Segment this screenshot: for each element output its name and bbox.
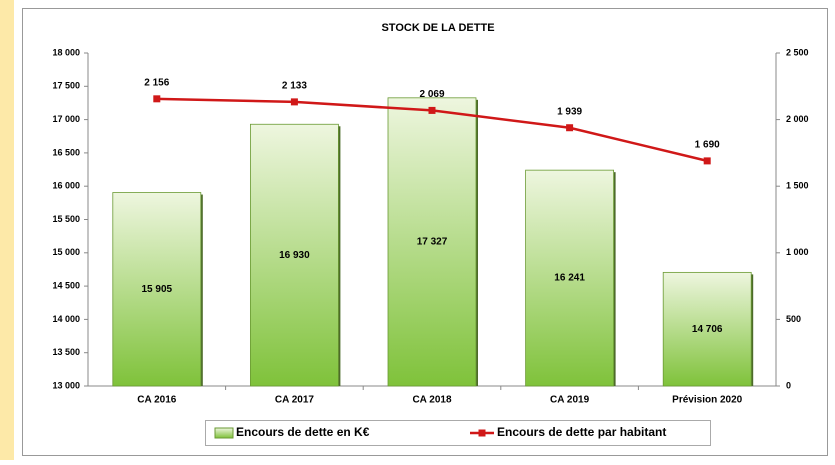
x-tick-label: Prévision 2020 <box>672 395 742 406</box>
line-marker <box>290 98 298 106</box>
legend-label: Encours de dette par habitant <box>497 425 666 439</box>
legend-marker <box>478 429 486 437</box>
y2-tick-label: 2 000 <box>786 114 809 124</box>
line-marker <box>153 95 161 103</box>
bar-value-label: 17 327 <box>417 237 448 248</box>
y2-tick-label: 1 000 <box>786 247 809 257</box>
y-tick-label: 17 500 <box>52 81 80 91</box>
y-tick-label: 17 000 <box>52 114 80 124</box>
bar-value-label: 14 706 <box>692 324 723 335</box>
y-tick-label: 15 500 <box>52 214 80 224</box>
line-marker <box>566 124 574 132</box>
bar-value-label: 16 930 <box>279 250 310 261</box>
y-tick-label: 16 500 <box>52 147 80 157</box>
line-value-label: 2 069 <box>419 89 444 100</box>
line-value-label: 2 156 <box>144 77 169 88</box>
y-tick-label: 18 000 <box>52 47 80 57</box>
legend-label: Encours de dette en K€ <box>236 425 370 439</box>
line-value-label: 2 133 <box>282 81 307 92</box>
x-tick-label: CA 2018 <box>412 395 452 406</box>
y2-tick-label: 0 <box>786 380 791 390</box>
bar <box>387 97 477 387</box>
y-tick-label: 16 000 <box>52 181 80 191</box>
bar-value-label: 15 905 <box>142 284 173 295</box>
legend-box <box>205 420 711 446</box>
y2-tick-label: 1 500 <box>786 181 809 191</box>
line-value-label: 1 690 <box>695 140 720 151</box>
chart-title: STOCK DE LA DETTE <box>381 22 494 34</box>
line-marker <box>428 106 436 114</box>
y-tick-label: 14 500 <box>52 280 80 290</box>
y2-tick-label: 2 500 <box>786 47 809 57</box>
y-tick-label: 15 000 <box>52 247 80 257</box>
legend-swatch <box>214 427 234 439</box>
bar <box>662 271 752 387</box>
line-value-label: 1 939 <box>557 106 582 117</box>
line-marker <box>703 157 711 165</box>
side-strip <box>0 0 14 460</box>
bar <box>249 123 339 387</box>
x-tick-label: CA 2019 <box>550 395 590 406</box>
y-tick-label: 13 000 <box>52 380 80 390</box>
bar-value-label: 16 241 <box>554 273 585 284</box>
x-tick-label: CA 2016 <box>137 395 177 406</box>
bar <box>112 192 202 387</box>
y-tick-label: 13 500 <box>52 347 80 357</box>
x-tick-label: CA 2017 <box>275 395 315 406</box>
bar <box>525 169 614 387</box>
y2-tick-label: 500 <box>786 314 801 324</box>
y-tick-label: 14 000 <box>52 314 80 324</box>
